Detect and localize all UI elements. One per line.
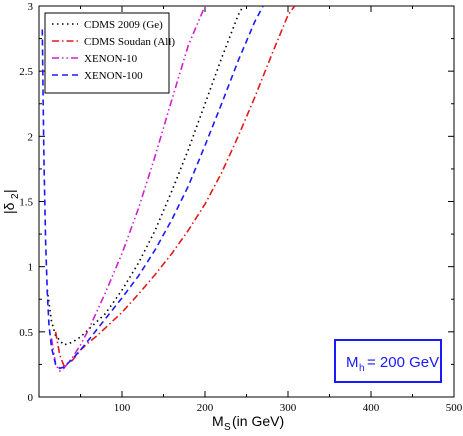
y-tick-label: 1.5 [19, 197, 33, 209]
series-line-2 [54, 6, 296, 367]
y-tick-label: 1 [28, 262, 34, 274]
legend-entry-2: CDMS Soudan (All) [84, 36, 175, 48]
x-axis-label: M S (in GeV) [212, 413, 284, 433]
annotation-box [334, 339, 442, 383]
x-axis-label-rest: (in GeV) [232, 413, 284, 429]
annotation-rest: = 200 GeV [367, 354, 439, 371]
legend-entry-3: XENON-10 [84, 53, 138, 65]
x-tick-label: 100 [114, 402, 131, 414]
y-tick-label: 0 [28, 392, 34, 404]
annotation: M h = 200 GeV [334, 339, 442, 383]
annotation-m: M [346, 354, 359, 371]
legend-entry-4: XENON-100 [84, 70, 143, 82]
y-axis-label-main: |δ [1, 202, 17, 214]
series-line-4 [41, 6, 264, 370]
legend-box [44, 12, 170, 94]
series-layer [41, 6, 296, 373]
annotation-sub: h [359, 363, 365, 374]
x-tick-label: 400 [363, 402, 380, 414]
y-tick-label: 3 [28, 1, 34, 13]
y-axis-label-sub: 2 [10, 193, 21, 199]
x-tick-label: 500 [446, 402, 463, 414]
y-tick-label: 0.5 [19, 327, 33, 339]
x-axis-label-sub: S [224, 422, 231, 433]
x-tick-label: 300 [280, 402, 297, 414]
y-axis-label: |δ 2 | [1, 189, 21, 214]
x-axis-label-main: M [212, 413, 224, 429]
y-tick-label: 2.5 [19, 66, 33, 78]
legend: CDMS 2009 (Ge) CDMS Soudan (All) XENON-10 X… [44, 12, 175, 94]
y-axis-label-bar: | [1, 189, 17, 193]
x-tick-label: 200 [197, 402, 214, 414]
series-line-1 [46, 6, 244, 346]
series-line-3 [50, 6, 206, 373]
legend-entry-1: CDMS 2009 (Ge) [84, 19, 163, 31]
y-tick-label: 2 [28, 131, 34, 143]
